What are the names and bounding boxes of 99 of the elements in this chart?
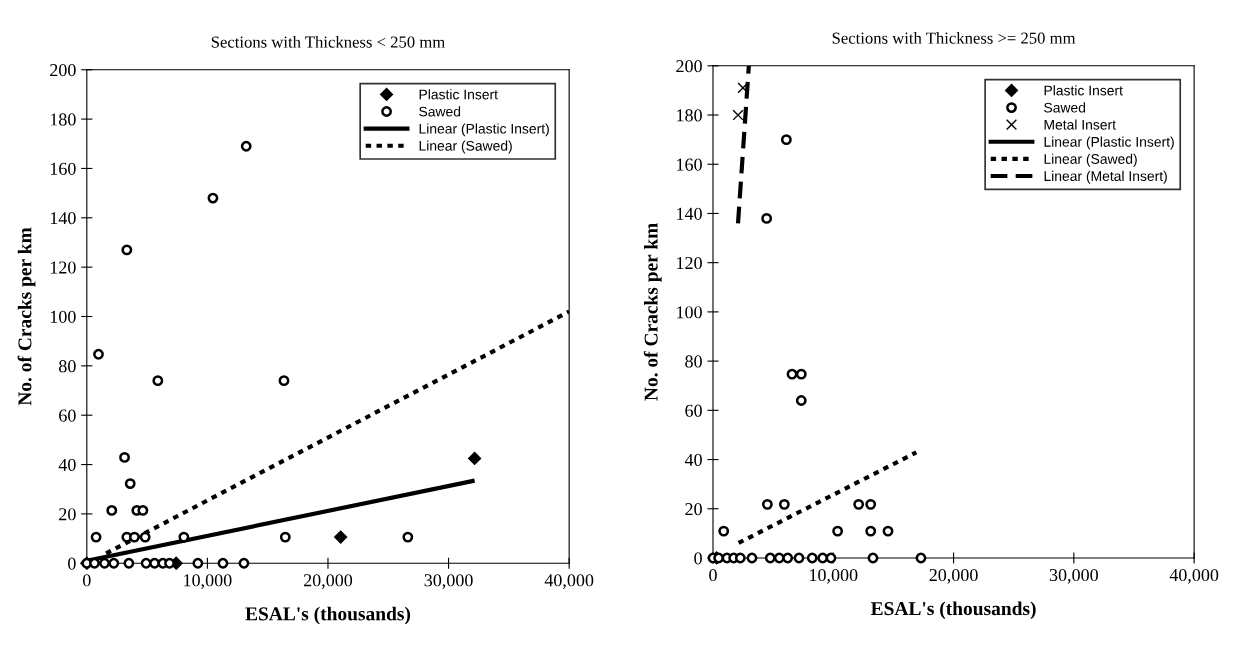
point — [795, 368, 807, 380]
point — [90, 531, 102, 543]
y-axis-title: No. of Cracks per km — [17, 227, 36, 406]
x-tick-label: 0 — [82, 574, 91, 587]
x-tick-label: 30,000 — [1049, 568, 1098, 584]
y-tick-label: 120 — [50, 261, 76, 274]
point — [882, 525, 894, 537]
y-tick-label: 0 — [694, 552, 702, 565]
point — [121, 244, 133, 256]
x-tick-label: 10,000 — [184, 574, 232, 589]
y-tick-label: 120 — [677, 256, 702, 270]
point — [795, 395, 807, 406]
point — [778, 498, 790, 510]
point — [106, 505, 118, 516]
y-tick-label: 140 — [50, 212, 76, 225]
chart-title: Sections with Thickness < 250 mm — [211, 35, 445, 48]
y-tick-label: 160 — [677, 158, 702, 171]
y-tick-label: 40 — [58, 458, 76, 471]
point — [93, 348, 104, 360]
legend-label: Plastic Insert — [1044, 85, 1123, 96]
y-tick-label: 60 — [59, 409, 76, 422]
point — [732, 109, 744, 121]
point — [149, 557, 160, 569]
point — [734, 552, 746, 564]
point — [782, 552, 794, 564]
x-tick-label: 20,000 — [303, 574, 353, 589]
point — [278, 375, 290, 387]
legend-label: Sawed — [419, 106, 461, 117]
point — [152, 375, 164, 387]
point — [761, 498, 773, 510]
y-tick-label: 140 — [677, 207, 702, 220]
point — [140, 557, 152, 569]
legend-label: Linear (Sawed) — [419, 140, 512, 154]
point — [279, 531, 291, 543]
y-tick-label: 0 — [68, 557, 76, 570]
point — [806, 552, 818, 564]
y-tick-label: 200 — [676, 60, 702, 73]
x-tick-label: 0 — [709, 568, 717, 582]
y-tick-label: 100 — [677, 306, 702, 319]
point — [119, 451, 130, 463]
point — [124, 478, 136, 489]
point — [825, 552, 837, 564]
y-tick-label: 180 — [677, 109, 702, 122]
point — [139, 531, 151, 543]
point — [240, 140, 252, 152]
point — [238, 557, 250, 569]
point — [718, 525, 730, 537]
point — [129, 531, 140, 543]
point — [780, 134, 792, 146]
legend-label: Metal Insert — [1044, 119, 1116, 130]
y-tick-label: 20 — [685, 503, 702, 516]
point — [832, 525, 844, 537]
legend-label: Linear (Plastic Insert) — [419, 123, 549, 137]
point — [402, 531, 414, 543]
y-tick-label: 80 — [59, 360, 76, 373]
x-axis-title: ESAL's (thousands) — [245, 606, 411, 625]
point — [853, 498, 865, 510]
y-axis-title: No. of Cracks per km — [643, 223, 662, 401]
point — [108, 557, 120, 569]
point — [192, 557, 204, 569]
legend-label: Linear (Metal Insert) — [1044, 170, 1167, 184]
y-tick-label: 160 — [50, 162, 76, 175]
point — [915, 552, 927, 564]
legend-label: Linear (Sawed) — [1044, 153, 1137, 167]
point — [746, 552, 758, 564]
point — [123, 557, 135, 569]
point — [786, 368, 798, 380]
x-axis-title: ESAL's (thousands) — [870, 601, 1036, 620]
chart-title: Sections with Thickness >= 250 mm — [832, 32, 1076, 44]
legend-label: Plastic Insert — [419, 89, 498, 100]
legend-label: Linear (Plastic Insert) — [1044, 136, 1174, 150]
point — [865, 498, 877, 510]
point — [793, 552, 805, 564]
point — [99, 557, 110, 569]
point — [164, 557, 175, 569]
x-tick-label: 30,000 — [424, 574, 473, 589]
x-tick-label: 20,000 — [929, 568, 978, 584]
y-tick-label: 100 — [50, 310, 76, 323]
point — [207, 192, 219, 204]
point — [334, 530, 348, 544]
x-tick-label: 40,000 — [544, 574, 594, 589]
y-tick-label: 60 — [685, 404, 702, 417]
point — [764, 552, 776, 564]
y-tick-label: 40 — [684, 453, 702, 466]
x-tick-label: 10,000 — [810, 568, 858, 584]
y-tick-label: 80 — [685, 355, 702, 368]
point — [137, 505, 149, 516]
point — [178, 531, 190, 543]
point — [468, 451, 482, 465]
legend-label: Sawed — [1044, 102, 1086, 113]
x-tick-label: 40,000 — [1169, 568, 1219, 584]
y-tick-label: 200 — [50, 64, 76, 77]
point — [761, 212, 773, 224]
point — [217, 557, 229, 569]
point — [773, 552, 785, 564]
point — [865, 525, 877, 537]
y-tick-label: 180 — [50, 113, 76, 126]
point — [867, 552, 879, 564]
y-tick-label: 20 — [59, 508, 76, 521]
